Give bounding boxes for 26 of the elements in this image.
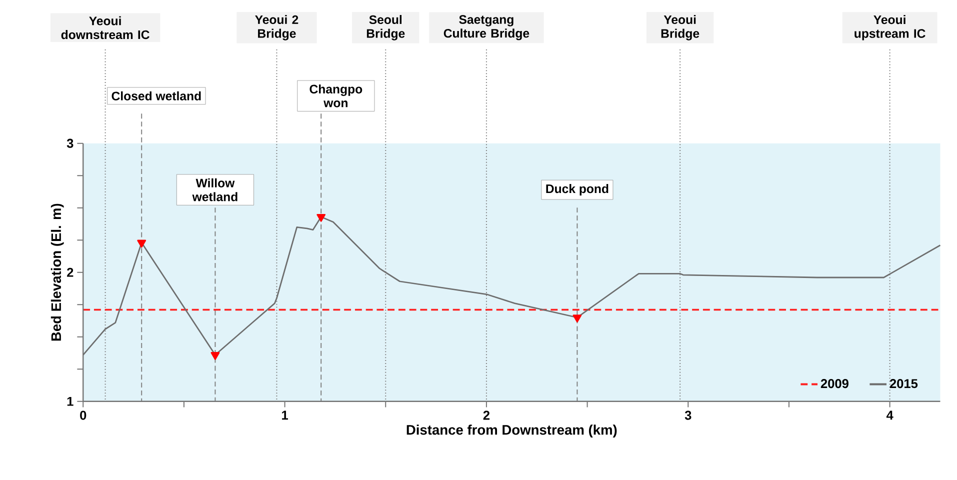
x-tick-label: 4 [886, 410, 894, 420]
ref-line-label: Yeoui 2 Bridge [255, 14, 298, 40]
ref-line-label: Seoul Bridge [366, 14, 405, 40]
ref-line-label: Changpo won [310, 84, 362, 108]
ref-line-label: Yeoui upstream IC [854, 14, 926, 40]
legend-label: 2015 [890, 378, 918, 388]
x-axis-title: Distance from Downstream (km) [406, 424, 617, 438]
point [572, 314, 582, 322]
y-axis-title: Bed Elevation (El. m) [50, 204, 64, 340]
ref-line-label: Saetgang Culture Bridge [444, 14, 530, 40]
y-tick-label: 2 [67, 268, 74, 277]
x-tick-label: 1 [282, 410, 288, 420]
point [316, 214, 326, 222]
y-tick-label: 1 [67, 396, 74, 406]
legend-label: 2009 [820, 378, 848, 388]
x-tick-label: 0 [80, 410, 86, 420]
y-tick-label: 3 [66, 138, 74, 148]
point [210, 352, 220, 360]
ref-line-label: Closed wetland [112, 91, 201, 100]
ref-line-label: Yeoui downstream IC [61, 16, 150, 39]
ref-line-label: Yeoui Bridge [661, 14, 700, 40]
ref-line-label: Duck pond [546, 184, 608, 196]
x-tick-label: 3 [684, 410, 692, 420]
point [137, 240, 146, 248]
x-tick-label: 2 [483, 410, 490, 420]
ref-line-label: Willow wetland [192, 178, 238, 201]
